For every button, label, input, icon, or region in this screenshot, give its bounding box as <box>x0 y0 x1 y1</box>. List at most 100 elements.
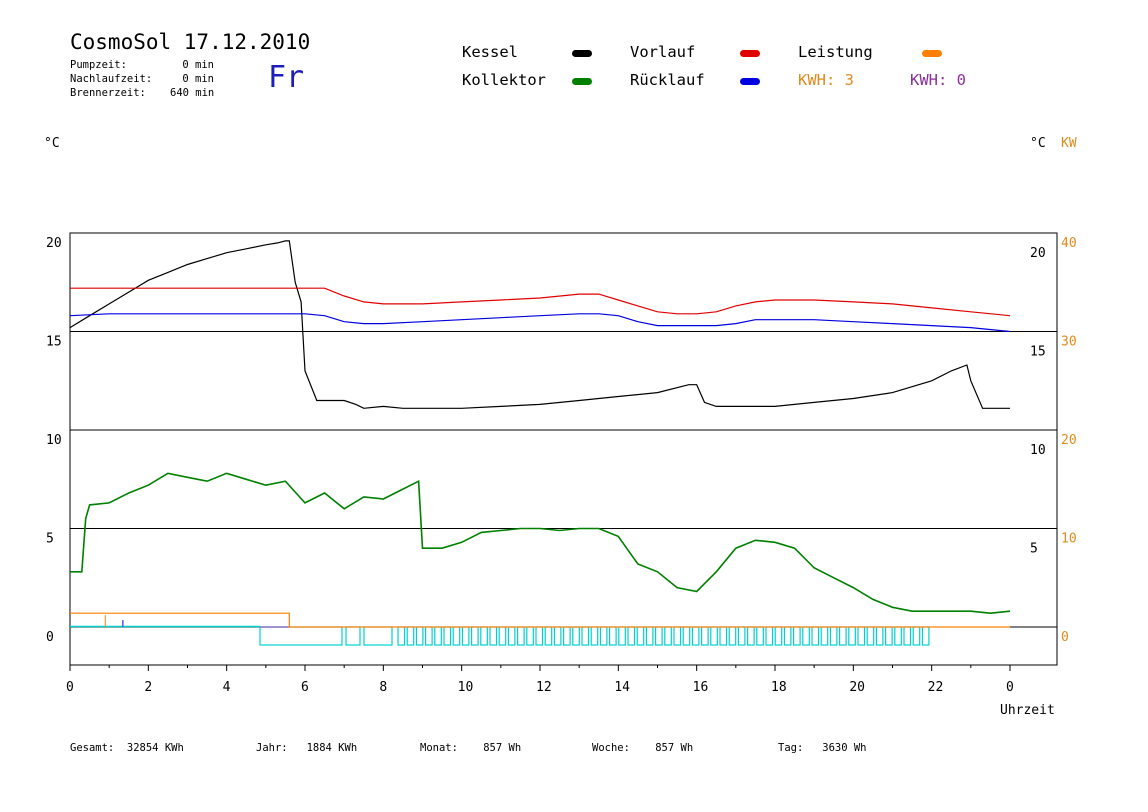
right-axis-unit: °C <box>1030 136 1046 151</box>
status-block <box>820 626 829 646</box>
status-block <box>710 626 718 646</box>
right-kw-tick-label: 20 <box>1061 433 1077 448</box>
x-tick-label: 4 <box>223 680 231 695</box>
status-block <box>756 626 764 646</box>
status-block <box>912 626 921 646</box>
status-block <box>406 626 415 646</box>
x-tick-label: 22 <box>928 680 944 695</box>
ruecklauf-line <box>69 313 1011 333</box>
legend-ruecklauf-label: Rücklauf <box>630 71 705 89</box>
status-block <box>544 626 553 646</box>
footer-woche: Woche: 857 Wh <box>592 742 694 754</box>
right-tick-label: 20 <box>1030 246 1046 261</box>
right-axis-kw-unit: KW <box>1061 136 1077 151</box>
right-kw-tick-label: 10 <box>1061 532 1077 547</box>
status-block <box>682 626 691 646</box>
x-tick-label: 18 <box>771 680 787 695</box>
status-block <box>507 626 516 646</box>
status-block <box>415 626 424 646</box>
status-block <box>590 626 599 646</box>
page-title: CosmoSol 17.12.2010 <box>70 30 311 54</box>
status-block <box>673 626 682 646</box>
status-block <box>875 626 884 646</box>
legend-kessel-label: Kessel <box>462 43 518 61</box>
status-block <box>345 626 361 646</box>
legend-kessel-swatch <box>572 50 592 57</box>
status-block <box>774 626 783 646</box>
status-block <box>489 626 498 646</box>
status-block <box>627 626 636 646</box>
status-block <box>553 626 562 646</box>
x-axis-label: Uhrzeit <box>1000 703 1055 718</box>
vorlauf-line <box>70 287 1011 317</box>
status-block <box>425 626 433 646</box>
status-block <box>894 626 902 646</box>
status-block <box>498 626 507 646</box>
leistung-line <box>70 612 1010 628</box>
right-tick-label: 15 <box>1030 345 1046 360</box>
status-block <box>737 626 746 646</box>
status-block <box>461 626 470 646</box>
left-tick-label: 20 <box>46 236 62 251</box>
status-block <box>691 626 700 646</box>
footer-monat: Monat: 857 Wh <box>420 742 522 754</box>
x-tick-label: 20 <box>849 680 865 695</box>
status-block <box>516 626 525 646</box>
left-tick-label: 5 <box>46 532 54 547</box>
footer-gesamt: Gesamt: 32854 KWh <box>70 742 184 754</box>
legend-vorlauf-swatch <box>740 50 760 57</box>
status-block <box>857 626 866 646</box>
right-kw-tick-label: 40 <box>1061 236 1077 251</box>
footer-jahr: Jahr: 1884 KWh <box>256 742 358 754</box>
status-block <box>848 626 856 646</box>
x-tick-label: 2 <box>144 680 152 695</box>
status-block <box>838 626 847 646</box>
stat-brennerzeit: Brennerzeit: 640 min <box>70 87 215 99</box>
x-tick-label: 10 <box>458 680 474 695</box>
status-block <box>259 626 343 646</box>
legend-ruecklauf-swatch <box>740 78 760 85</box>
status-block <box>363 626 393 646</box>
status-block <box>903 626 912 646</box>
legend-leistung-label: Leistung <box>798 43 873 61</box>
status-block <box>572 626 580 646</box>
right-tick-label: 5 <box>1030 542 1038 557</box>
x-tick-label: 0 <box>1006 680 1014 695</box>
status-block <box>802 626 810 646</box>
status-block <box>599 626 608 646</box>
kollektor-line <box>70 472 1011 615</box>
stat-nachlaufzeit: Nachlaufzeit: 0 min <box>70 73 214 85</box>
status-block <box>471 626 479 646</box>
status-block <box>728 626 737 646</box>
status-block <box>811 626 820 646</box>
status-block <box>581 626 590 646</box>
stat-pumpzeit: Pumpzeit: 0 min <box>70 59 214 71</box>
status-block <box>452 626 461 646</box>
right-kw-tick-label: 0 <box>1061 630 1069 645</box>
status-block <box>618 626 626 646</box>
status-block <box>535 626 544 646</box>
status-block <box>397 626 406 646</box>
kessel-line <box>69 240 1010 409</box>
status-block <box>654 626 663 646</box>
status-block <box>783 626 792 646</box>
status-block <box>664 626 672 646</box>
left-tick-label: 15 <box>46 335 62 350</box>
right-kw-tick-label: 30 <box>1061 335 1077 350</box>
x-tick-label: 6 <box>301 680 309 695</box>
left-tick-label: 10 <box>46 433 62 448</box>
weekday-label: Fr <box>268 60 305 95</box>
status-block <box>562 626 571 646</box>
legend-kollektor-label: Kollektor <box>462 71 546 89</box>
legend-kollektor-swatch <box>572 78 592 85</box>
x-tick-label: 16 <box>693 680 709 695</box>
status-block <box>443 626 452 646</box>
status-block <box>608 626 617 646</box>
status-block <box>719 626 728 646</box>
legend-leistung-swatch <box>922 50 942 57</box>
status-block <box>921 626 930 646</box>
legend-kwh-solar: KWH: 3 <box>798 71 854 89</box>
left-axis-unit: °C <box>44 136 60 151</box>
status-block <box>480 626 488 646</box>
